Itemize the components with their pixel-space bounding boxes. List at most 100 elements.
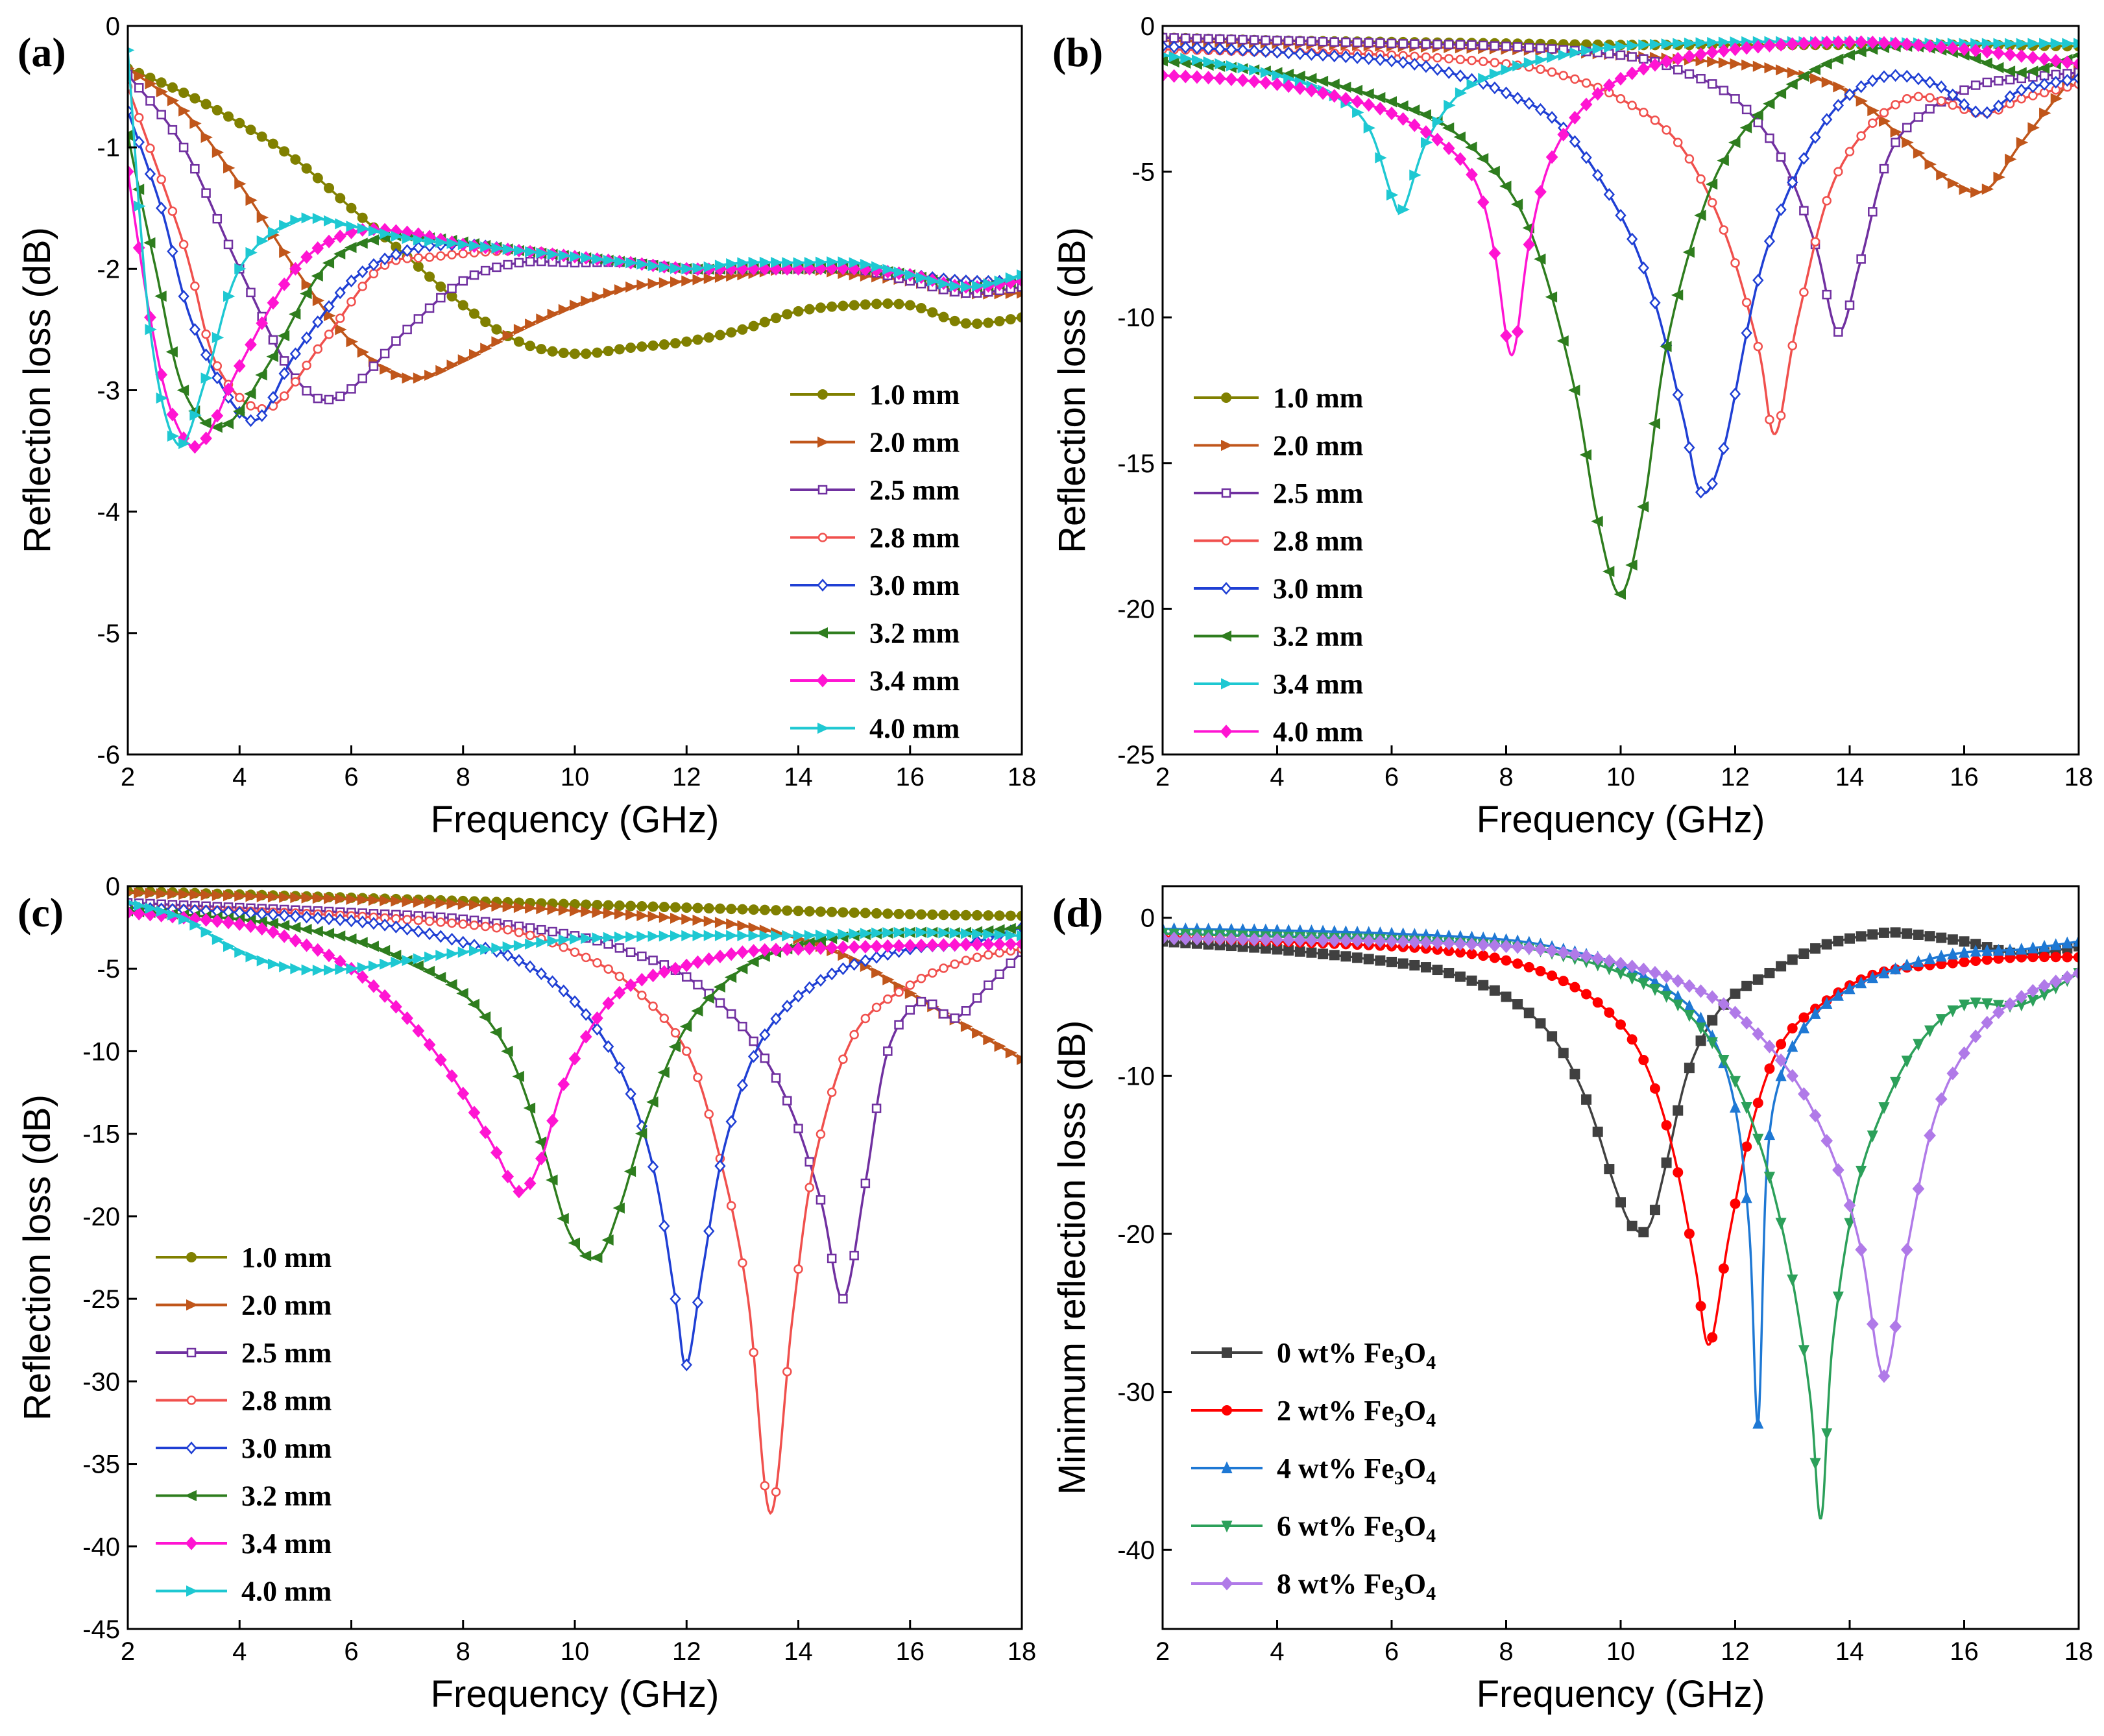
data-point	[657, 1067, 670, 1078]
data-point	[603, 932, 616, 943]
data-point	[446, 948, 459, 959]
data-point	[1820, 1133, 1833, 1148]
data-point	[1202, 932, 1215, 946]
data-point	[1328, 89, 1341, 103]
data-point	[1752, 1133, 1764, 1146]
data-point	[525, 256, 535, 267]
data-point	[782, 905, 793, 916]
data-point	[277, 919, 290, 932]
data-point	[647, 278, 660, 289]
data-point	[311, 270, 323, 282]
data-point	[1501, 64, 1513, 75]
data-point	[972, 993, 982, 1003]
data-point	[1787, 1039, 1798, 1052]
y-tick-label: -4	[97, 498, 120, 527]
data-point	[904, 269, 917, 281]
data-point	[1523, 961, 1534, 972]
data-point	[457, 300, 468, 311]
data-point	[178, 142, 189, 152]
data-point	[939, 1009, 949, 1019]
data-point	[1947, 934, 1958, 945]
data-point	[324, 215, 336, 226]
data-point	[670, 263, 683, 274]
data-point	[1752, 60, 1765, 72]
data-point	[1948, 100, 1958, 110]
data-point	[1421, 39, 1431, 49]
data-point	[849, 257, 861, 269]
data-point	[1752, 1416, 1764, 1429]
data-point	[648, 956, 658, 965]
data-point	[1867, 929, 1878, 940]
series-7	[1163, 35, 2079, 357]
data-point	[558, 304, 571, 315]
data-point	[680, 958, 693, 972]
legend-label: 4.0 mm	[869, 713, 960, 745]
data-point	[1396, 100, 1409, 112]
data-point	[1673, 1167, 1684, 1178]
data-point	[547, 904, 559, 915]
data-point	[603, 346, 614, 357]
data-point	[748, 256, 760, 268]
data-point	[167, 888, 180, 900]
data-point	[1969, 1029, 1982, 1043]
data-point	[468, 945, 481, 957]
data-point	[1215, 58, 1227, 69]
data-point	[602, 996, 615, 1011]
series-7	[128, 899, 1022, 976]
legend-entry: 1.0 mm	[790, 379, 960, 411]
data-point	[1855, 80, 1867, 93]
data-point	[401, 244, 413, 258]
data-point	[1947, 947, 1959, 960]
data-point	[703, 915, 716, 927]
data-point	[245, 891, 258, 902]
data-point	[725, 1115, 737, 1128]
data-point	[1168, 932, 1180, 946]
panel-label: (c)	[18, 889, 64, 935]
data-point	[603, 287, 616, 299]
legend-label: 3.0 mm	[241, 1432, 332, 1464]
data-point	[1385, 106, 1398, 121]
x-tick-label: 6	[344, 763, 358, 791]
x-tick-label: 8	[1499, 763, 1513, 791]
data-point	[2027, 122, 2040, 134]
y-axis-title: Reflection loss (dB)	[16, 1094, 58, 1421]
data-point	[132, 906, 145, 921]
data-point	[1407, 104, 1420, 116]
data-point	[480, 241, 492, 253]
data-point	[256, 922, 269, 936]
data-point	[1741, 1141, 1752, 1152]
data-point	[301, 892, 313, 904]
data-point	[693, 1072, 703, 1083]
data-point	[760, 1481, 770, 1491]
data-point	[681, 275, 694, 287]
legend-entry: 2.5 mm	[790, 474, 960, 506]
data-point	[1271, 933, 1283, 947]
data-point	[200, 926, 213, 938]
data-point	[234, 117, 245, 128]
data-point	[1455, 40, 1466, 50]
data-point	[1476, 152, 1489, 165]
legend-marker	[1220, 724, 1233, 739]
data-point	[860, 954, 871, 967]
data-point	[1639, 54, 1649, 64]
data-point	[1981, 183, 1994, 195]
data-point	[704, 1109, 714, 1119]
data-point	[748, 922, 760, 934]
data-point	[1454, 152, 1467, 166]
data-point	[782, 309, 793, 320]
data-point	[849, 300, 860, 311]
data-point	[1615, 1019, 1626, 1030]
data-point	[1833, 935, 1844, 946]
data-point	[256, 131, 267, 142]
data-point	[1638, 1054, 1649, 1065]
data-point	[692, 914, 705, 926]
data-point	[658, 965, 671, 979]
data-point	[490, 1026, 502, 1038]
data-point	[827, 929, 839, 941]
legend-marker	[1221, 1461, 1233, 1473]
data-point	[1168, 69, 1180, 83]
data-point	[1545, 150, 1558, 164]
data-point	[1821, 113, 1833, 127]
data-point	[1558, 1048, 1569, 1059]
data-point	[557, 1212, 569, 1224]
